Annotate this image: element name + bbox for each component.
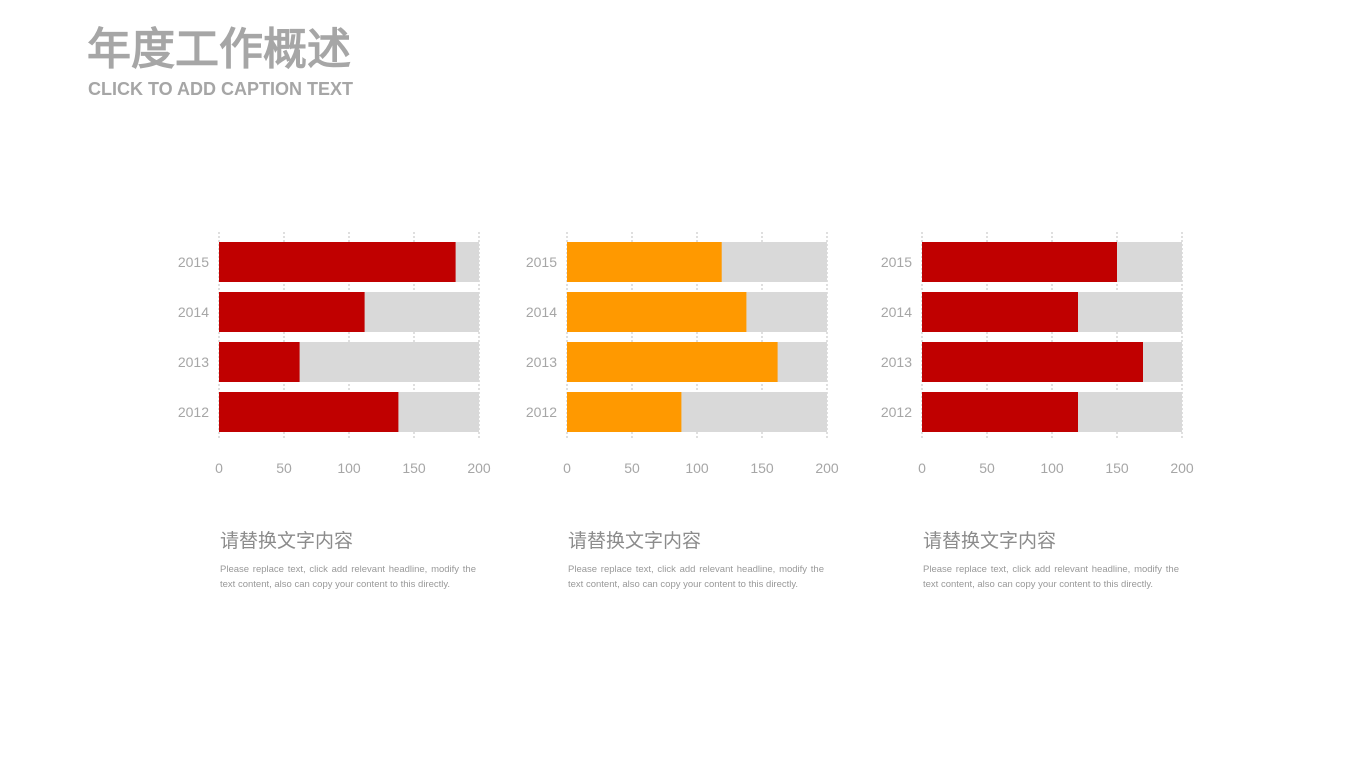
x-tick-label: 100 [1040, 460, 1064, 476]
x-tick-label: 0 [215, 460, 223, 476]
bar-2015 [567, 242, 722, 282]
category-label: 2015 [526, 254, 557, 270]
bar-chart-3-svg: 2012 2013 2014 2015 0 50 100 150 200 [881, 232, 1194, 476]
bar-chart-2: 2012 2013 2014 2015 0 50 100 150 200 [513, 225, 853, 485]
description-body: Please replace text, click add relevant … [923, 564, 1179, 590]
category-label: 2013 [881, 354, 912, 370]
bar-2013 [219, 342, 300, 382]
bar-chart-1-svg: 2012 2013 2014 2015 0 50 100 150 200 [178, 232, 491, 476]
description-block-1: 请替换文字内容 Please replace text, click add r… [220, 528, 476, 592]
description-heading: 请替换文字内容 [568, 530, 702, 552]
x-tick-label: 50 [276, 460, 292, 476]
x-tick-label: 50 [624, 460, 640, 476]
bar-2014 [922, 292, 1078, 332]
category-label: 2012 [881, 404, 912, 420]
bar-chart-2-svg: 2012 2013 2014 2015 0 50 100 150 200 [526, 232, 839, 476]
description-heading: 请替换文字内容 [923, 530, 1057, 552]
x-tick-label: 200 [1170, 460, 1194, 476]
bar-2014 [219, 292, 365, 332]
bar-2013 [567, 342, 778, 382]
bar-2015 [922, 242, 1117, 282]
x-tick-label: 200 [815, 460, 839, 476]
x-tick-label: 0 [918, 460, 926, 476]
category-label: 2014 [881, 304, 912, 320]
description-block-3: 请替换文字内容 Please replace text, click add r… [923, 528, 1179, 592]
page-title: 年度工作概述 [87, 24, 351, 75]
bar-chart-1: 2012 2013 2014 2015 0 50 100 150 200 [165, 225, 505, 485]
bar-2012 [219, 392, 399, 432]
description-block-2: 请替换文字内容 Please replace text, click add r… [568, 528, 824, 592]
bar-2013 [922, 342, 1143, 382]
category-label: 2014 [178, 304, 209, 320]
bar-2014 [567, 292, 747, 332]
bar-chart-3: 2012 2013 2014 2015 0 50 100 150 200 [868, 225, 1208, 485]
category-label: 2013 [178, 354, 209, 370]
x-tick-label: 0 [563, 460, 571, 476]
x-tick-label: 200 [467, 460, 491, 476]
bar-2012 [922, 392, 1078, 432]
x-tick-label: 150 [750, 460, 774, 476]
bar-2015 [219, 242, 456, 282]
category-label: 2015 [178, 254, 209, 270]
category-label: 2014 [526, 304, 557, 320]
x-tick-label: 150 [1105, 460, 1129, 476]
x-tick-label: 100 [685, 460, 709, 476]
x-tick-label: 100 [337, 460, 361, 476]
bar-2012 [567, 392, 682, 432]
x-tick-label: 50 [979, 460, 995, 476]
page-subtitle: CLICK TO ADD CAPTION TEXT [88, 79, 353, 99]
x-tick-label: 150 [402, 460, 426, 476]
category-label: 2015 [881, 254, 912, 270]
category-label: 2012 [178, 404, 209, 420]
description-heading: 请替换文字内容 [220, 530, 354, 552]
category-label: 2013 [526, 354, 557, 370]
category-label: 2012 [526, 404, 557, 420]
description-body: Please replace text, click add relevant … [568, 564, 824, 590]
description-body: Please replace text, click add relevant … [220, 564, 476, 590]
